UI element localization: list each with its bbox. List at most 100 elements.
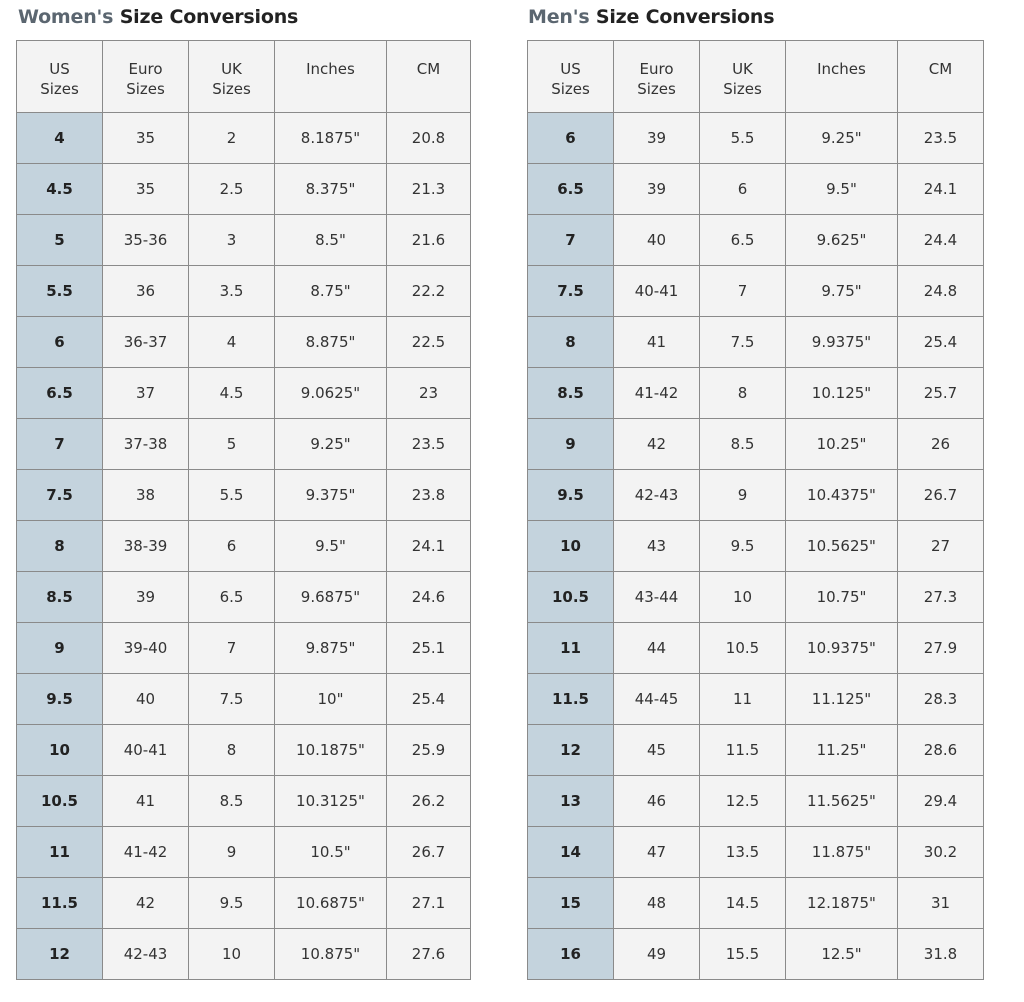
inches-cell: 10.5" <box>274 826 387 878</box>
cm-cell: 30.2 <box>897 826 984 878</box>
inches-cell: 9.625" <box>785 214 898 266</box>
uk-size-cell: 5.5 <box>188 469 275 521</box>
euro-size-cell: 40 <box>613 214 700 266</box>
uk-size-cell: 2.5 <box>188 163 275 215</box>
inches-cell: 9.75" <box>785 265 898 317</box>
uk-size-cell: 2 <box>188 112 275 164</box>
header-inches: Inches <box>274 40 387 113</box>
us-size-cell: 9.5 <box>527 469 614 521</box>
womens-title: Women's Size Conversions <box>18 6 298 28</box>
inches-cell: 12.5" <box>785 928 898 980</box>
inches-cell: 10.5625" <box>785 520 898 572</box>
euro-size-cell: 41-42 <box>102 826 189 878</box>
uk-size-cell: 8 <box>188 724 275 776</box>
inches-cell: 9.6875" <box>274 571 387 623</box>
table-row: 16 49 15.5 12.5" 31.8 <box>527 928 984 980</box>
uk-size-cell: 9 <box>188 826 275 878</box>
us-size-cell: 15 <box>527 877 614 929</box>
mens-title-rest: Size Conversions <box>595 6 775 28</box>
uk-size-cell: 6 <box>699 163 786 215</box>
header-cm: CM <box>386 40 471 113</box>
header-label: Sizes <box>40 80 79 98</box>
inches-cell: 9.5" <box>274 520 387 572</box>
euro-size-cell: 42-43 <box>102 928 189 980</box>
header-label: US <box>560 60 581 78</box>
header-uk-size: UK Sizes <box>699 40 786 113</box>
euro-size-cell: 41 <box>102 775 189 827</box>
cm-cell: 22.2 <box>386 265 471 317</box>
mens-title-who: Men's <box>528 6 590 28</box>
table-row: 7.5 38 5.5 9.375" 23.8 <box>16 469 471 521</box>
inches-cell: 9.9375" <box>785 316 898 368</box>
uk-size-cell: 10 <box>188 928 275 980</box>
womens-size-table: US Sizes Euro Sizes UK Sizes Inches CM 4 35 2 8.187… <box>16 40 471 980</box>
cm-cell: 26.7 <box>386 826 471 878</box>
table-row: 6.5 39 6 9.5" 24.1 <box>527 163 984 215</box>
table-row: 12 45 11.5 11.25" 28.6 <box>527 724 984 776</box>
cm-cell: 29.4 <box>897 775 984 827</box>
us-size-cell: 8 <box>16 520 103 572</box>
table-row: 10 43 9.5 10.5625" 27 <box>527 520 984 572</box>
inches-cell: 8.875" <box>274 316 387 368</box>
us-size-cell: 11.5 <box>16 877 103 929</box>
mens-title: Men's Size Conversions <box>528 6 775 28</box>
euro-size-cell: 40 <box>102 673 189 725</box>
us-size-cell: 16 <box>527 928 614 980</box>
header-label: Sizes <box>637 80 676 98</box>
uk-size-cell: 10.5 <box>699 622 786 674</box>
table-row: 13 46 12.5 11.5625" 29.4 <box>527 775 984 827</box>
inches-cell: 9.25" <box>274 418 387 470</box>
table-row: 8.5 39 6.5 9.6875" 24.6 <box>16 571 471 623</box>
inches-cell: 11.25" <box>785 724 898 776</box>
uk-size-cell: 3 <box>188 214 275 266</box>
euro-size-cell: 41-42 <box>613 367 700 419</box>
us-size-cell: 10.5 <box>527 571 614 623</box>
inches-cell: 10.4375" <box>785 469 898 521</box>
us-size-cell: 11.5 <box>527 673 614 725</box>
table-row: 8 41 7.5 9.9375" 25.4 <box>527 316 984 368</box>
womens-title-who: Women's <box>18 6 114 28</box>
uk-size-cell: 10 <box>699 571 786 623</box>
cm-cell: 26.2 <box>386 775 471 827</box>
uk-size-cell: 11.5 <box>699 724 786 776</box>
inches-cell: 10.3125" <box>274 775 387 827</box>
euro-size-cell: 44-45 <box>613 673 700 725</box>
uk-size-cell: 7.5 <box>188 673 275 725</box>
uk-size-cell: 7 <box>699 265 786 317</box>
euro-size-cell: 39-40 <box>102 622 189 674</box>
us-size-cell: 11 <box>527 622 614 674</box>
uk-size-cell: 8.5 <box>188 775 275 827</box>
euro-size-cell: 48 <box>613 877 700 929</box>
uk-size-cell: 6 <box>188 520 275 572</box>
header-inches: Inches <box>785 40 898 113</box>
header-euro-size: Euro Sizes <box>613 40 700 113</box>
uk-size-cell: 14.5 <box>699 877 786 929</box>
table-row: 15 48 14.5 12.1875" 31 <box>527 877 984 929</box>
table-row: 10.5 41 8.5 10.3125" 26.2 <box>16 775 471 827</box>
cm-cell: 23 <box>386 367 471 419</box>
us-size-cell: 7 <box>16 418 103 470</box>
euro-size-cell: 37 <box>102 367 189 419</box>
cm-cell: 24.1 <box>386 520 471 572</box>
cm-cell: 23.5 <box>897 112 984 164</box>
header-row: US Sizes Euro Sizes UK Sizes Inches CM <box>527 40 984 113</box>
inches-cell: 9.875" <box>274 622 387 674</box>
uk-size-cell: 7 <box>188 622 275 674</box>
table-row: 12 42-43 10 10.875" 27.6 <box>16 928 471 980</box>
uk-size-cell: 9 <box>699 469 786 521</box>
mens-size-table: US Sizes Euro Sizes UK Sizes Inches CM 6 39 5.5 9.2… <box>527 40 984 980</box>
us-size-cell: 6 <box>16 316 103 368</box>
euro-size-cell: 39 <box>613 163 700 215</box>
inches-cell: 8.5" <box>274 214 387 266</box>
uk-size-cell: 5.5 <box>699 112 786 164</box>
womens-title-rest: Size Conversions <box>119 6 299 28</box>
cm-cell: 25.4 <box>386 673 471 725</box>
table-row: 8 38-39 6 9.5" 24.1 <box>16 520 471 572</box>
inches-cell: 10.6875" <box>274 877 387 929</box>
header-us-size: US Sizes <box>16 40 103 113</box>
uk-size-cell: 8.5 <box>699 418 786 470</box>
us-size-cell: 8.5 <box>527 367 614 419</box>
cm-cell: 24.6 <box>386 571 471 623</box>
inches-cell: 12.1875" <box>785 877 898 929</box>
us-size-cell: 14 <box>527 826 614 878</box>
